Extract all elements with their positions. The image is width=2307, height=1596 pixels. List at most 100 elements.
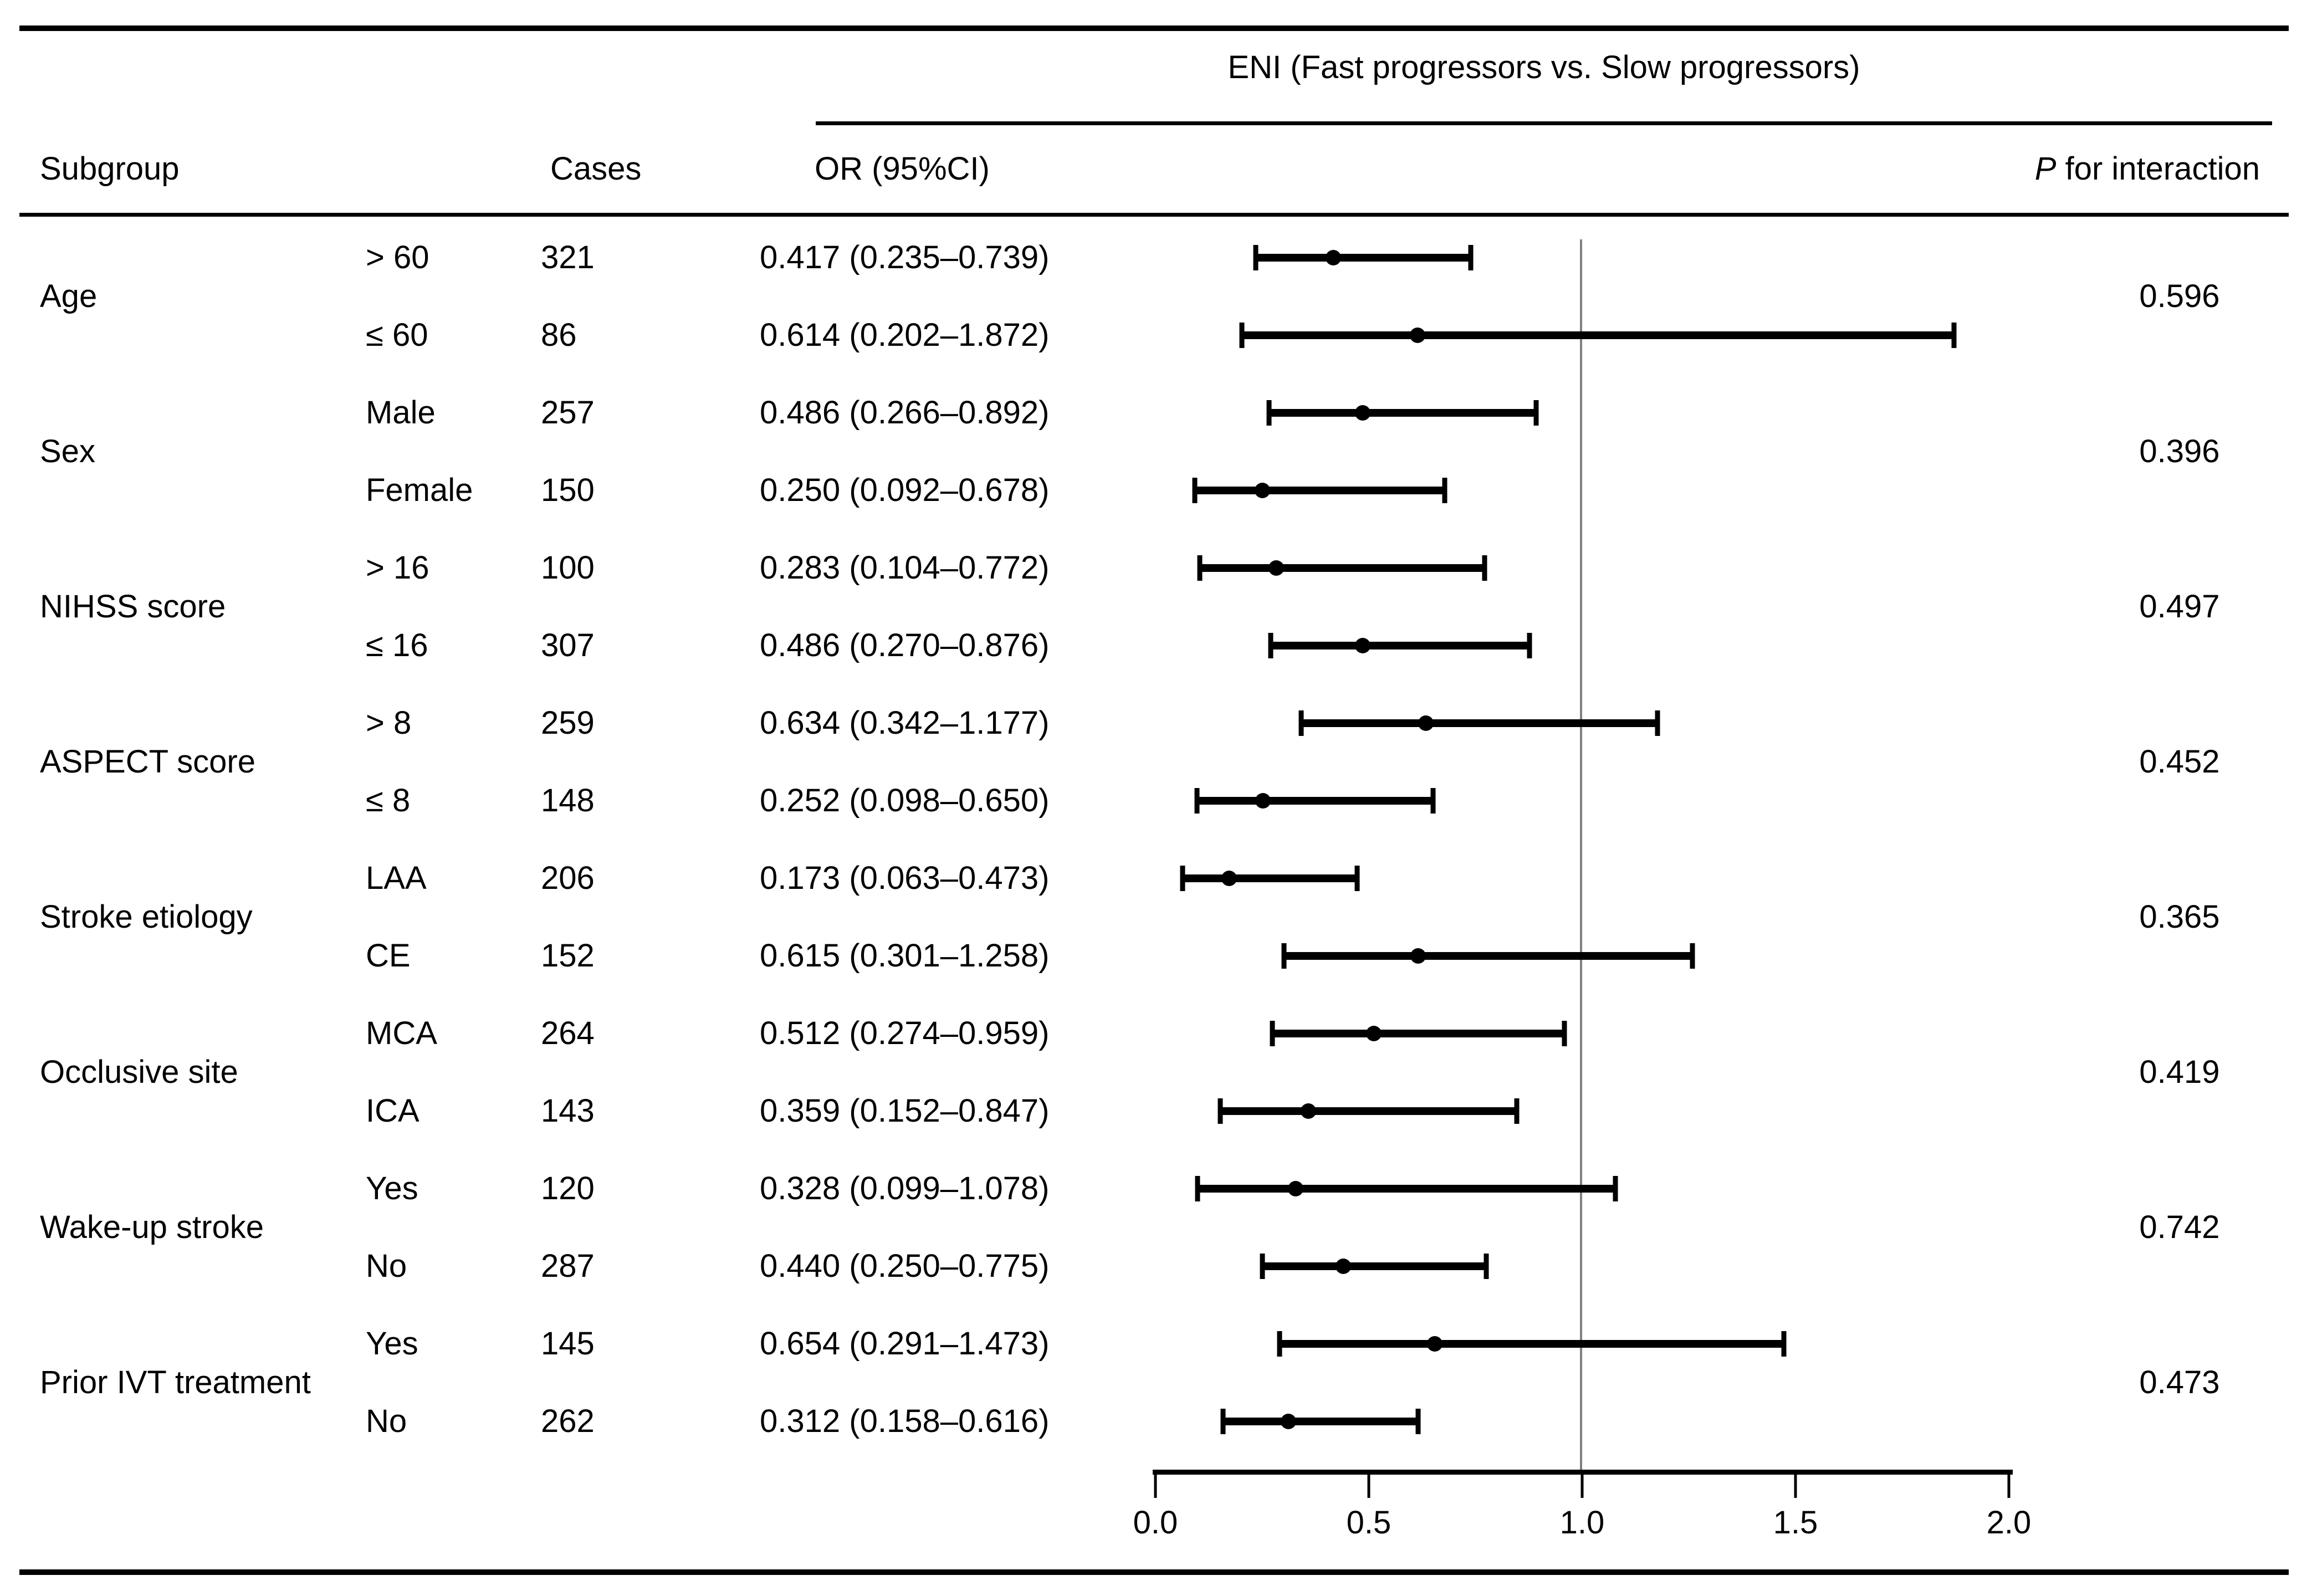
- column-header-cases: Cases: [550, 151, 642, 187]
- or-ci-text: 0.173 (0.063–0.473): [760, 860, 1050, 896]
- ci-upper-cap: [1468, 245, 1474, 270]
- ci-lower-cap: [1220, 1409, 1226, 1434]
- ci-upper-cap: [1690, 943, 1695, 969]
- axis-tick: [1794, 1475, 1797, 1498]
- cases-value: 206: [541, 860, 595, 896]
- ci-lower-cap: [1195, 1176, 1200, 1201]
- or-ci-text: 0.512 (0.274–0.959): [760, 1015, 1050, 1051]
- level-label: ≤ 8: [366, 782, 411, 819]
- ci-upper-cap: [1442, 478, 1447, 503]
- ci-upper-cap: [1951, 323, 1957, 348]
- p-interaction-value: 0.742: [2139, 1209, 2220, 1245]
- or-point: [1268, 560, 1284, 576]
- or-point: [1418, 715, 1434, 731]
- or-ci-text: 0.615 (0.301–1.258): [760, 938, 1050, 974]
- or-ci-text: 0.486 (0.266–0.892): [760, 395, 1050, 431]
- or-point: [1281, 1414, 1297, 1429]
- or-ci-text: 0.359 (0.152–0.847): [760, 1093, 1050, 1129]
- level-label: Yes: [366, 1170, 418, 1206]
- ci-upper-cap: [1655, 710, 1660, 736]
- ci-upper-cap: [1430, 788, 1435, 814]
- ci-upper-cap: [1613, 1176, 1618, 1201]
- cases-value: 143: [541, 1093, 595, 1129]
- or-point: [1221, 871, 1237, 886]
- or-point: [1410, 948, 1426, 964]
- or-point: [1426, 1336, 1442, 1352]
- or-ci-text: 0.252 (0.098–0.650): [760, 782, 1050, 819]
- p-interaction-value: 0.473: [2139, 1364, 2220, 1400]
- ci-bar: [1182, 874, 1358, 882]
- cases-value: 262: [541, 1403, 595, 1439]
- subgroup-label: Occlusive site: [40, 1054, 238, 1090]
- ci-upper-cap: [1562, 1021, 1567, 1046]
- reference-line-or-1: [1580, 239, 1582, 1472]
- or-point: [1287, 1181, 1303, 1196]
- ci-bar: [1222, 1418, 1419, 1425]
- level-label: CE: [366, 938, 411, 974]
- ci-bar: [1262, 1262, 1486, 1270]
- subgroup-label: Wake-up stroke: [40, 1209, 264, 1245]
- level-label: LAA: [366, 860, 427, 896]
- subgroup-label: Sex: [40, 433, 95, 469]
- ci-upper-cap: [1482, 555, 1487, 581]
- axis-tick: [2007, 1475, 2011, 1498]
- axis-tick: [1154, 1475, 1157, 1498]
- header-rule: [19, 213, 2289, 217]
- level-label: Yes: [366, 1326, 418, 1362]
- ci-lower-cap: [1197, 555, 1203, 581]
- ci-bar: [1197, 797, 1433, 805]
- ci-lower-cap: [1266, 400, 1272, 426]
- ci-upper-cap: [1354, 866, 1360, 891]
- ci-bar: [1200, 564, 1485, 572]
- ci-upper-cap: [1514, 1098, 1520, 1124]
- or-point: [1335, 1259, 1351, 1274]
- or-point: [1409, 328, 1425, 343]
- top-rule: [19, 25, 2289, 31]
- column-header-p-interaction: P for interaction: [2035, 153, 2260, 185]
- ci-upper-cap: [1781, 1331, 1787, 1357]
- p-interaction-value: 0.452: [2139, 744, 2220, 780]
- level-label: ICA: [366, 1093, 420, 1129]
- ci-lower-cap: [1270, 1021, 1275, 1046]
- ci-upper-cap: [1484, 1254, 1489, 1279]
- cases-value: 120: [541, 1170, 595, 1206]
- subgroup-label: ASPECT score: [40, 744, 255, 780]
- level-label: > 60: [366, 239, 429, 275]
- axis-tick-label: 2.0: [1986, 1505, 2032, 1541]
- subgroup-label: Prior IVT treatment: [40, 1364, 311, 1400]
- or-ci-text: 0.486 (0.270–0.876): [760, 627, 1050, 663]
- ci-bar: [1220, 1107, 1517, 1115]
- or-ci-text: 0.328 (0.099–1.078): [760, 1170, 1050, 1206]
- ci-lower-cap: [1218, 1098, 1223, 1124]
- ci-bar: [1198, 1185, 1616, 1193]
- p-interaction-value: 0.596: [2139, 278, 2220, 314]
- ci-upper-cap: [1533, 400, 1539, 426]
- ci-upper-cap: [1527, 633, 1532, 658]
- p-italic-letter: P: [2034, 151, 2057, 187]
- ci-lower-cap: [1268, 633, 1273, 658]
- or-point: [1355, 405, 1371, 421]
- level-label: Female: [366, 472, 473, 508]
- p-header-rest: for interaction: [2056, 151, 2260, 187]
- cases-value: 259: [541, 705, 595, 741]
- cases-value: 150: [541, 472, 595, 508]
- figure-title: ENI (Fast progressors vs. Slow progresso…: [1227, 49, 1860, 85]
- ci-bar: [1255, 254, 1471, 262]
- or-ci-text: 0.417 (0.235–0.739): [760, 239, 1050, 275]
- ci-lower-cap: [1239, 323, 1245, 348]
- level-label: > 8: [366, 705, 412, 741]
- subgroup-label: NIHSS score: [40, 589, 226, 625]
- p-interaction-value: 0.396: [2139, 433, 2220, 469]
- level-label: No: [366, 1248, 407, 1284]
- cases-value: 148: [541, 782, 595, 819]
- level-label: No: [366, 1403, 407, 1439]
- or-point: [1254, 483, 1270, 498]
- x-axis-line: [1153, 1470, 2013, 1475]
- or-ci-text: 0.654 (0.291–1.473): [760, 1326, 1050, 1362]
- bottom-rule: [19, 1569, 2289, 1575]
- ci-lower-cap: [1260, 1254, 1265, 1279]
- cases-value: 307: [541, 627, 595, 663]
- cases-value: 257: [541, 395, 595, 431]
- axis-tick-label: 1.5: [1773, 1505, 1818, 1541]
